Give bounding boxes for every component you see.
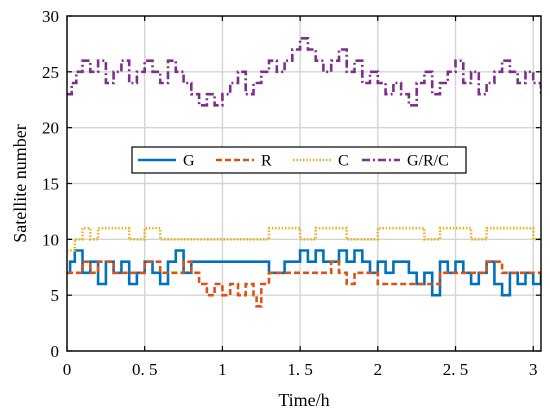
axis-ticks bbox=[66, 15, 541, 352]
y-tick-label: 0 bbox=[51, 342, 60, 361]
y-tick-label: 15 bbox=[42, 175, 59, 194]
legend-label-g-r-c: G/R/C bbox=[407, 153, 449, 170]
x-tick-label: 1 bbox=[218, 360, 227, 379]
legend-box bbox=[131, 146, 467, 174]
y-tick-label: 5 bbox=[51, 286, 60, 305]
x-axis-label: Time/h bbox=[278, 390, 329, 410]
x-tick-label: 1. 5 bbox=[287, 360, 313, 379]
series-line-g bbox=[67, 249, 541, 297]
y-tick-label: 25 bbox=[42, 63, 59, 82]
y-tick-label: 30 bbox=[42, 7, 59, 26]
y-tick-label: 10 bbox=[42, 230, 59, 249]
series-line-r bbox=[67, 260, 541, 308]
y-tick-label: 20 bbox=[42, 119, 59, 138]
legend-label-g: G bbox=[183, 153, 195, 170]
legend-label-c: C bbox=[338, 153, 349, 170]
series-group bbox=[67, 37, 541, 308]
x-tick-label: 0. 5 bbox=[132, 360, 158, 379]
series-line-c bbox=[67, 226, 541, 252]
x-tick-label: 3 bbox=[529, 360, 538, 379]
x-tick-label: 0 bbox=[63, 360, 72, 379]
y-axis-label: Satellite number bbox=[10, 124, 30, 242]
x-tick-label: 2 bbox=[374, 360, 383, 379]
legend: G R C G/R/C bbox=[131, 146, 467, 174]
x-tick-label: 2. 5 bbox=[443, 360, 469, 379]
series-line-g-r-c bbox=[67, 37, 541, 107]
legend-label-r: R bbox=[261, 153, 272, 170]
